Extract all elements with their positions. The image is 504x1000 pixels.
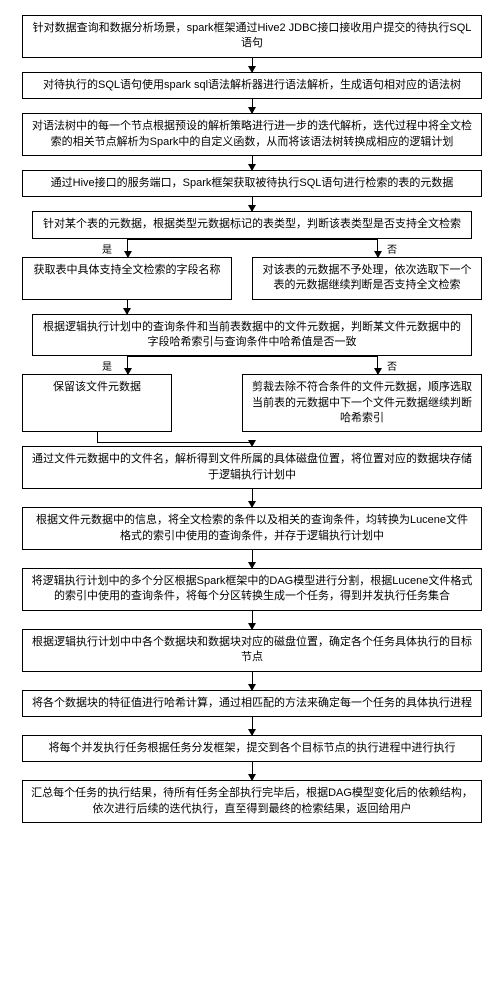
arrow [252, 58, 253, 72]
step-13: 汇总每个任务的执行结果，待所有任务全部执行完毕后，根据DAG模型变化后的依赖结构… [22, 780, 482, 823]
step-12: 将每个并发执行任务根据任务分发框架，提交到各个目标节点的执行进程中进行执行 [22, 735, 482, 762]
arrow [252, 672, 253, 690]
step-11: 将各个数据块的特征值进行哈希计算，通过相匹配的方法来确定每一个任务的具体执行进程 [22, 690, 482, 717]
step-7: 通过文件元数据中的文件名，解析得到文件所属的具体磁盘位置，将位置对应的数据块存储… [22, 446, 482, 489]
step-8: 根据文件元数据中的信息，将全文检索的条件以及相关的查询条件，均转换为Lucene… [22, 507, 482, 550]
merge-connector-2 [22, 432, 482, 446]
branch-row-2: 保留该文件元数据 剪裁去除不符合条件的文件元数据，顺序选取当前表的元数据中下一个… [22, 374, 482, 432]
merge-connector-1 [22, 300, 482, 314]
branch-split-2: 是 否 [22, 356, 482, 374]
step-9: 将逻辑执行计划中的多个分区根据Spark框架中的DAG模型进行分割，根据Luce… [22, 568, 482, 611]
step-5a: 获取表中具体支持全文检索的字段名称 [22, 257, 232, 300]
step-10: 根据逻辑执行计划中中各个数据块和数据块对应的磁盘位置，确定各个任务具体执行的目标… [22, 629, 482, 672]
step-6a: 保留该文件元数据 [22, 374, 172, 432]
arrow [252, 550, 253, 568]
arrow [252, 717, 253, 735]
step-6b: 剪裁去除不符合条件的文件元数据，顺序选取当前表的元数据中下一个文件元数据继续判断… [242, 374, 482, 432]
step-4: 通过Hive接口的服务端口，Spark框架获取被待执行SQL语句进行检索的表的元… [22, 170, 482, 197]
arrow [252, 197, 253, 211]
arrow [252, 156, 253, 170]
step-3: 对语法树中的每一个节点根据预设的解析策略进行进一步的迭代解析，迭代过程中将全文检… [22, 113, 482, 156]
step-5b: 对该表的元数据不予处理，依次选取下一个表的元数据继续判断是否支持全文检索 [252, 257, 482, 300]
arrow [252, 762, 253, 780]
arrow [252, 611, 253, 629]
label-no: 否 [387, 241, 397, 256]
step-1: 针对数据查询和数据分析场景，spark框架通过Hive2 JDBC接口接收用户提… [22, 15, 482, 58]
flowchart-root: 针对数据查询和数据分析场景，spark框架通过Hive2 JDBC接口接收用户提… [15, 15, 489, 823]
label-yes: 是 [102, 358, 112, 373]
label-yes: 是 [102, 241, 112, 256]
branch-row-1: 获取表中具体支持全文检索的字段名称 对该表的元数据不予处理，依次选取下一个表的元… [22, 257, 482, 300]
decision-1: 针对某个表的元数据，根据类型元数据标记的表类型，判断该表类型是否支持全文检索 [32, 211, 472, 238]
label-no: 否 [387, 358, 397, 373]
arrow [252, 489, 253, 507]
branch-split-1: 是 否 [22, 239, 482, 257]
step-2: 对待执行的SQL语句使用spark sql语法解析器进行语法解析，生成语句相对应… [22, 72, 482, 99]
arrow [252, 99, 253, 113]
decision-2: 根据逻辑执行计划中的查询条件和当前表数据中的文件元数据，判断某文件元数据中的字段… [32, 314, 472, 357]
